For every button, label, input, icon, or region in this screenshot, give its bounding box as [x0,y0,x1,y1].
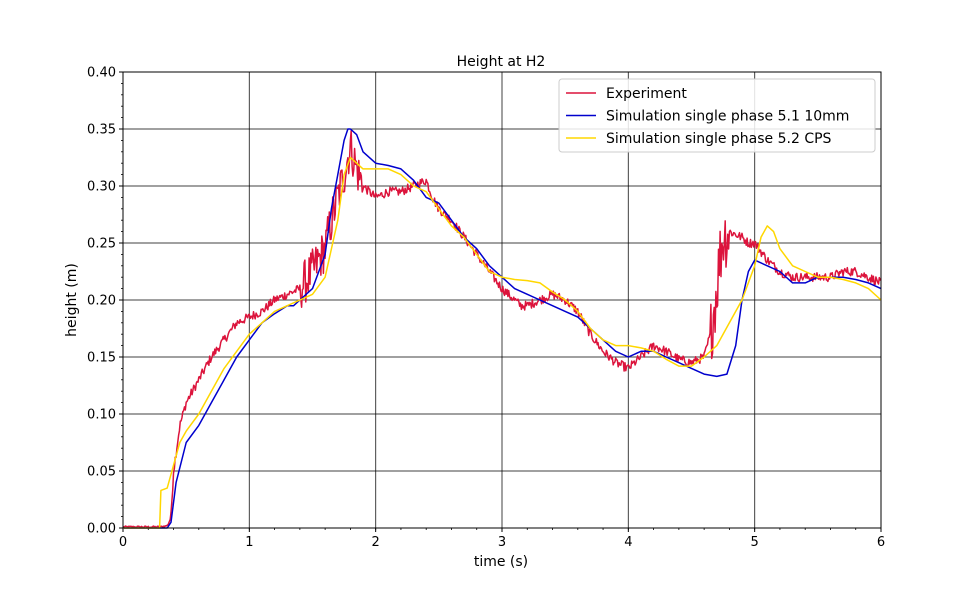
x-tick-label: 5 [751,535,759,550]
y-tick-label: 0.25 [87,237,116,252]
y-tick-label: 0.10 [87,408,116,423]
legend-label: Experiment [606,86,687,102]
y-axis-ticks: 0.00 0.05 0.10 0.15 0.20 0.25 0.30 0.35 0.40 [87,66,123,537]
y-tick-label: 0.40 [87,66,116,81]
legend-box [558,78,876,153]
legend-label: Simulation single phase 5.1 10mm [606,109,849,125]
series-line-3 [123,156,882,529]
x-axis-ticks: 0 1 2 3 4 5 6 [119,528,885,550]
chart-title: Height at H2 [457,54,546,70]
y-axis-label: height (m) [64,263,80,337]
legend-label: Simulation single phase 5.2 CPS [606,131,832,147]
x-tick-label: 4 [624,535,632,550]
x-axis-label: time (s) [474,554,528,570]
x-tick-label: 1 [245,535,253,550]
y-tick-label: 0.00 [87,522,116,537]
x-tick-label: 0 [119,535,127,550]
y-tick-label: 0.05 [87,465,116,480]
y-tick-label: 0.20 [87,294,116,309]
y-tick-label: 0.15 [87,351,116,366]
y-tick-label: 0.30 [87,180,116,195]
y-tick-label: 0.35 [87,123,116,138]
series-group [122,128,882,529]
plot-frame [122,71,882,529]
legend: Experiment Simulation single phase 5.1 10… [558,78,876,153]
x-tick-label: 6 [877,535,885,550]
x-tick-label: 3 [498,535,506,550]
series-line-1 [122,129,882,529]
x-tick-label: 2 [372,535,380,550]
